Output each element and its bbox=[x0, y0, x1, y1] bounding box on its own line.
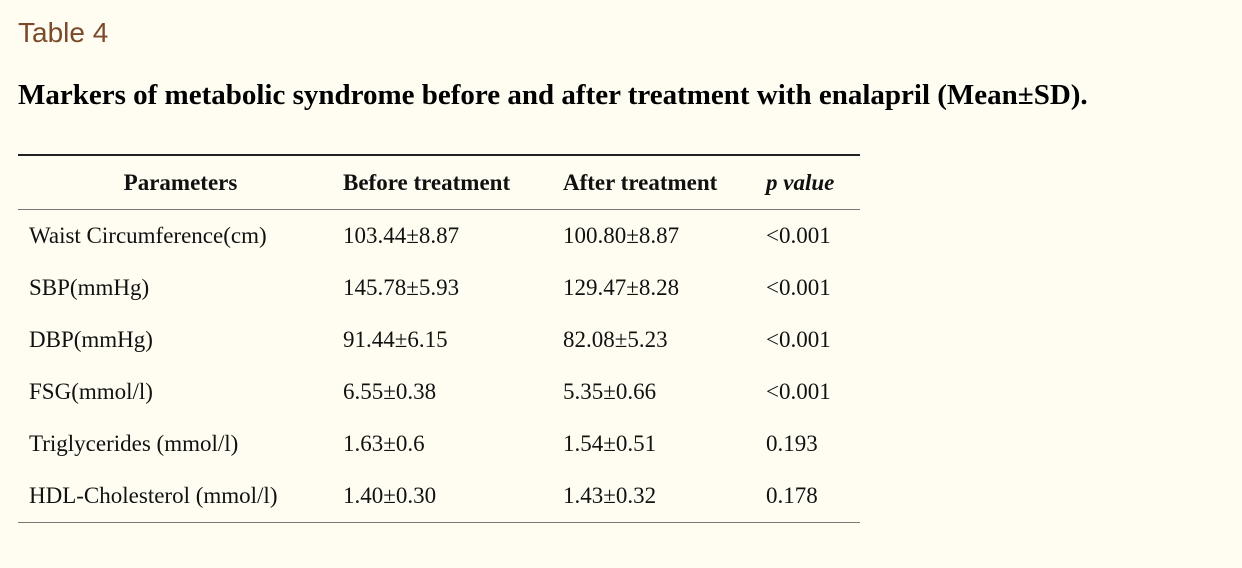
cell-before: 1.40±0.30 bbox=[343, 483, 437, 508]
header-parameters: Parameters bbox=[123, 169, 238, 195]
header-p-value: p value bbox=[766, 169, 835, 195]
table-row: DBP(mmHg) 91.44±6.15 82.08±5.23 <0.001 bbox=[18, 314, 860, 366]
cell-after: 82.08±5.23 bbox=[563, 327, 668, 352]
table-body: Waist Circumference(cm) 103.44±8.87 100.… bbox=[18, 210, 860, 523]
table-header: Parameters Before treatment After treatm… bbox=[18, 155, 860, 210]
cell-after: 5.35±0.66 bbox=[563, 379, 657, 404]
table-label: Table 4 bbox=[18, 17, 109, 48]
cell-after: 129.47±8.28 bbox=[563, 275, 680, 300]
cell-before: 1.63±0.6 bbox=[343, 431, 425, 456]
table-row: HDL-Cholesterol (mmol/l) 1.40±0.30 1.43±… bbox=[18, 470, 860, 523]
cell-p-value: <0.001 bbox=[766, 275, 831, 300]
cell-after: 100.80±8.87 bbox=[563, 223, 680, 248]
cell-parameter: FSG(mmol/l) bbox=[29, 379, 153, 404]
cell-parameter: DBP(mmHg) bbox=[29, 327, 153, 352]
header-row: Parameters Before treatment After treatm… bbox=[18, 155, 860, 210]
cell-p-value: 0.178 bbox=[766, 483, 818, 508]
cell-parameter: SBP(mmHg) bbox=[29, 275, 150, 300]
table-caption: Markers of metabolic syndrome before and… bbox=[18, 79, 1088, 111]
cell-parameter: HDL-Cholesterol (mmol/l) bbox=[29, 483, 278, 508]
cell-after: 1.54±0.51 bbox=[563, 431, 657, 456]
cell-p-value: <0.001 bbox=[766, 223, 831, 248]
table-row: FSG(mmol/l) 6.55±0.38 5.35±0.66 <0.001 bbox=[18, 366, 860, 418]
cell-after: 1.43±0.32 bbox=[563, 483, 657, 508]
cell-parameter: Triglycerides (mmol/l) bbox=[29, 431, 239, 456]
cell-p-value: <0.001 bbox=[766, 327, 831, 352]
cell-before: 91.44±6.15 bbox=[343, 327, 448, 352]
table-row: SBP(mmHg) 145.78±5.93 129.47±8.28 <0.001 bbox=[18, 262, 860, 314]
header-after-treatment: After treatment bbox=[563, 169, 718, 195]
header-before-treatment: Before treatment bbox=[343, 169, 511, 195]
table-row: Triglycerides (mmol/l) 1.63±0.6 1.54±0.5… bbox=[18, 418, 860, 470]
table-row: Waist Circumference(cm) 103.44±8.87 100.… bbox=[18, 210, 860, 263]
cell-p-value: 0.193 bbox=[766, 431, 818, 456]
cell-before: 103.44±8.87 bbox=[343, 223, 460, 248]
cell-before: 6.55±0.38 bbox=[343, 379, 437, 404]
cell-parameter: Waist Circumference(cm) bbox=[29, 223, 267, 248]
cell-p-value: <0.001 bbox=[766, 379, 831, 404]
cell-before: 145.78±5.93 bbox=[343, 275, 460, 300]
data-table: Parameters Before treatment After treatm… bbox=[18, 154, 860, 523]
